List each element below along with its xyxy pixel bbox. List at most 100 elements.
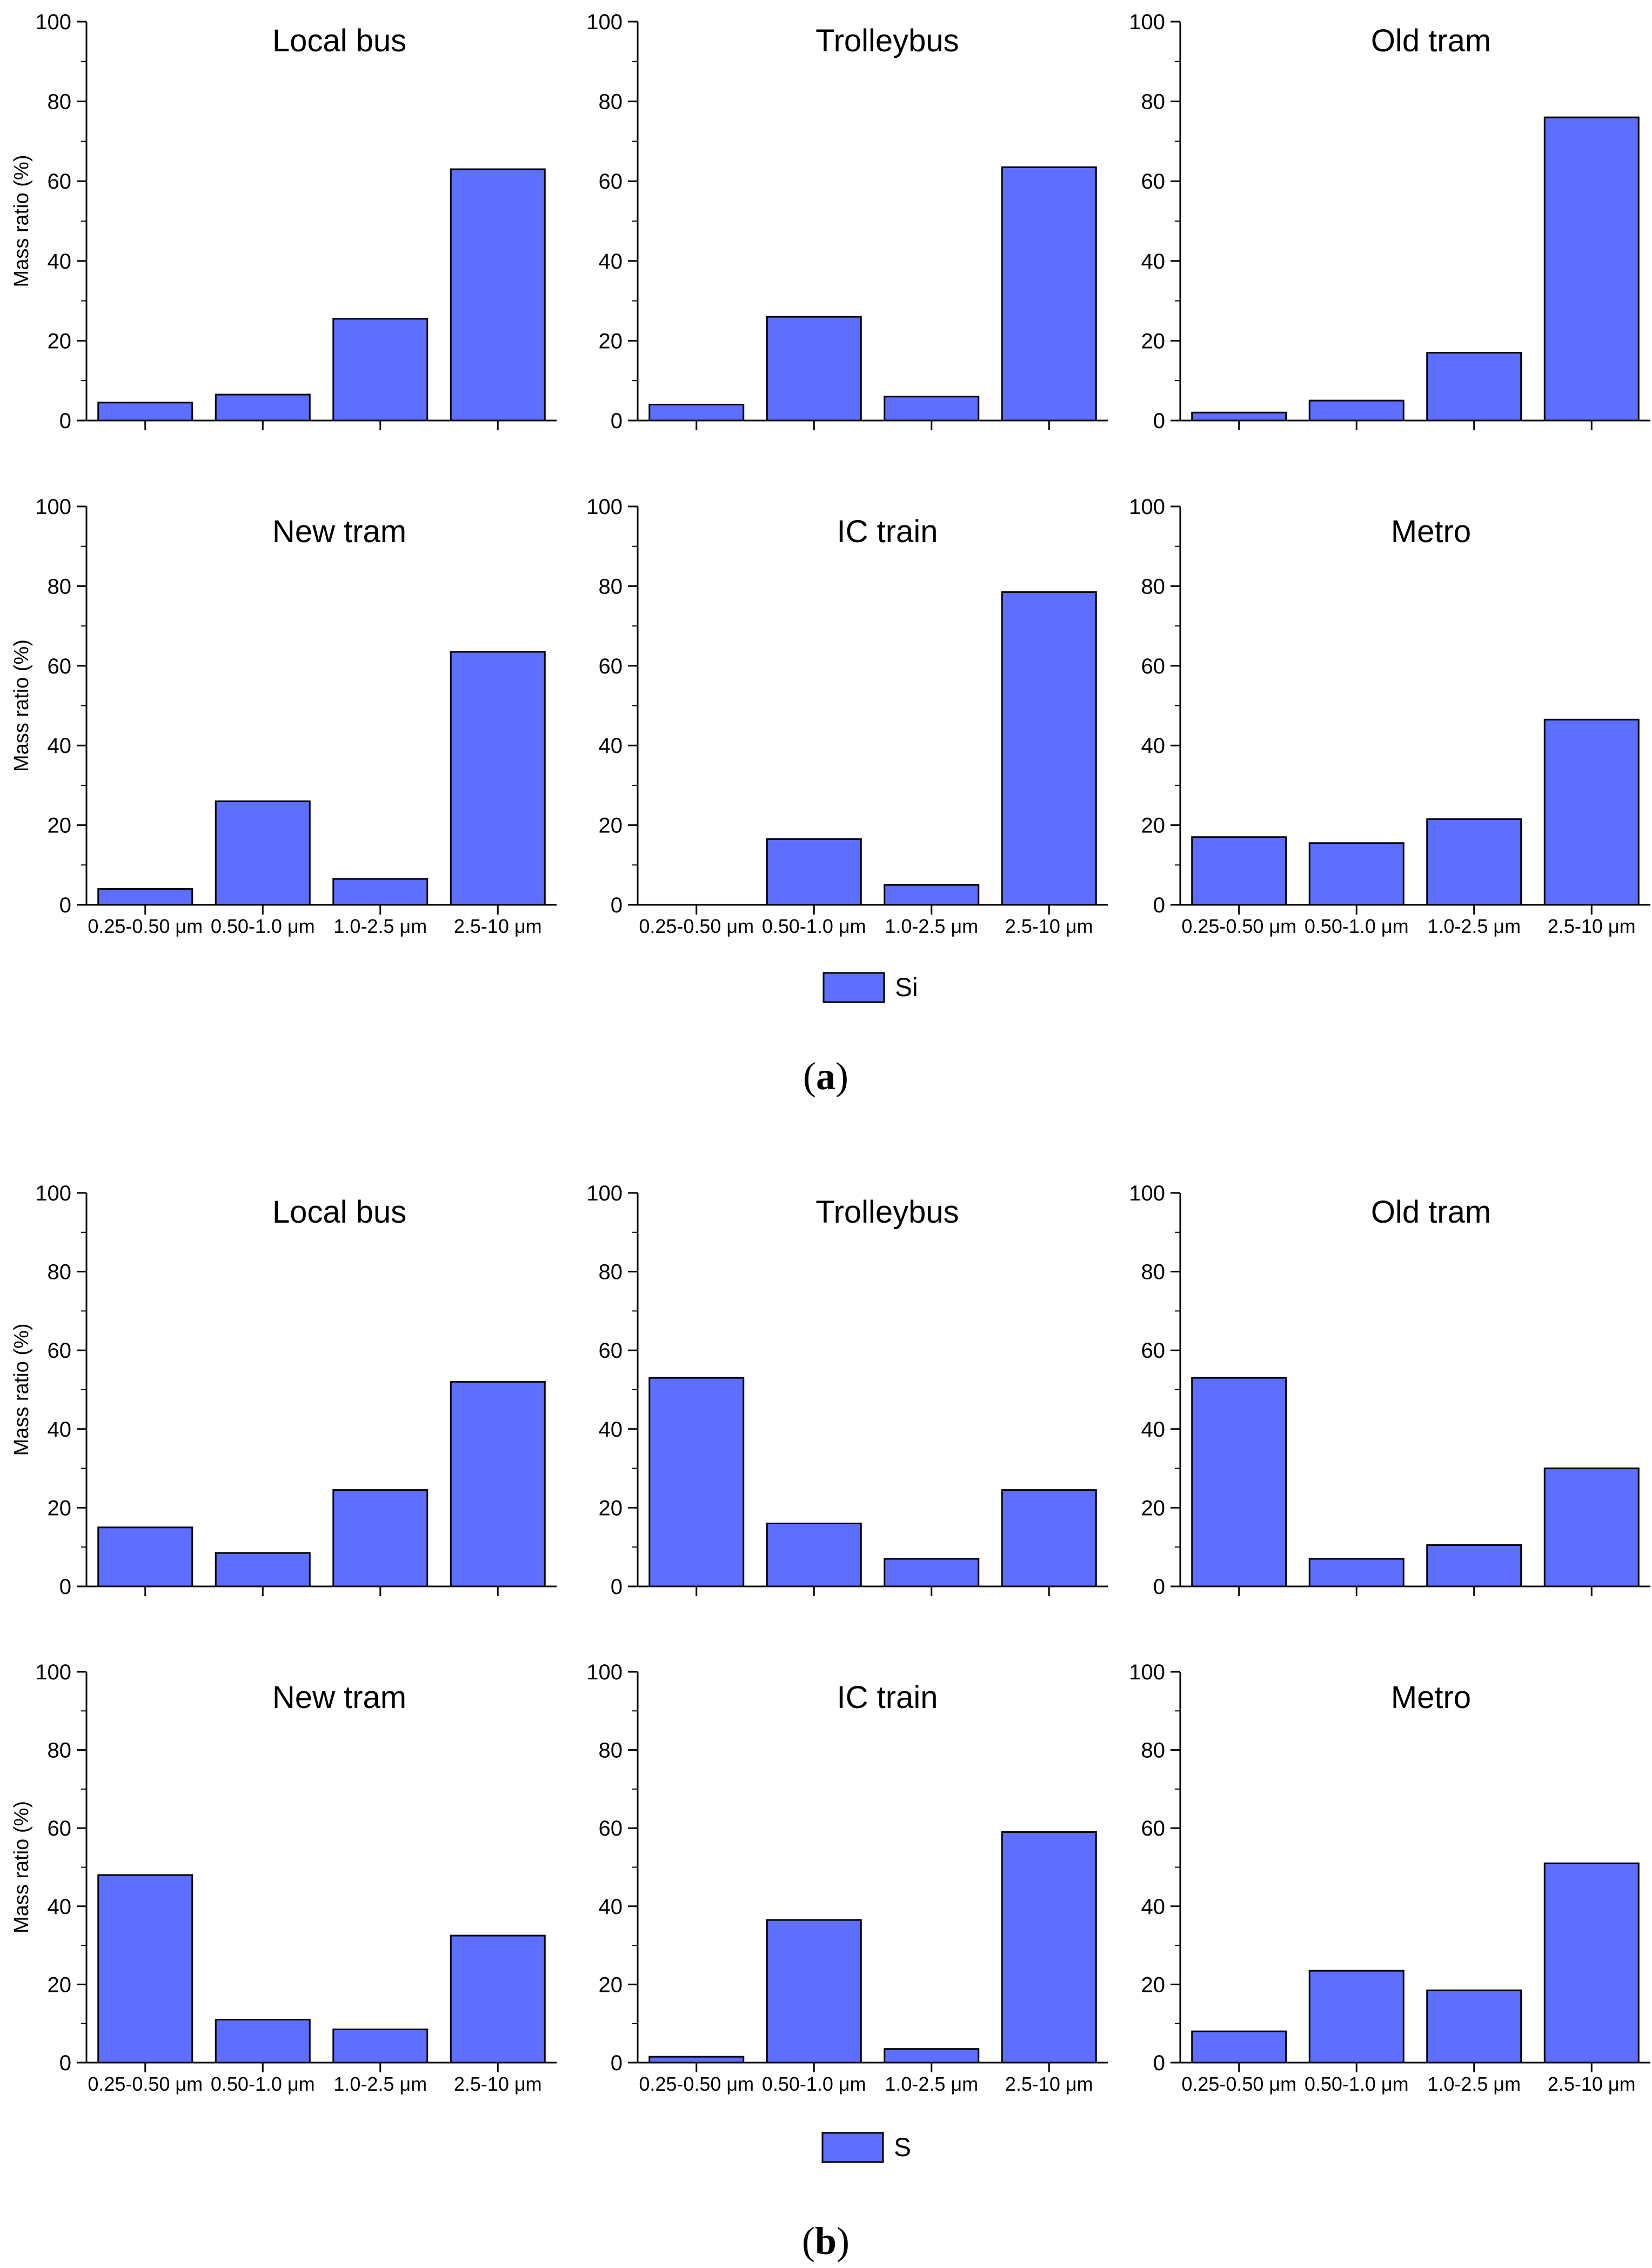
- x-tick-label: 0.25-0.50 μm: [1181, 915, 1296, 937]
- bar: [450, 1935, 546, 2064]
- y-tick-label: 60: [1141, 170, 1166, 194]
- x-tick-label: 2.5-10 μm: [1548, 2073, 1636, 2095]
- y-tick-label: 0: [1153, 1575, 1165, 1599]
- y-tick-label: 100: [586, 1660, 623, 1684]
- y-tick-label: 100: [35, 1660, 71, 1684]
- y-tick-label: 80: [599, 1260, 623, 1284]
- x-tick-label: 1.0-2.5 μm: [885, 915, 978, 937]
- bar: [766, 1523, 862, 1587]
- bar: [648, 403, 745, 422]
- subplot-b-1: Trolleybus 0 20 40 60 80 100: [586, 1182, 1108, 1599]
- x-tick-label: 2.5-10 μm: [454, 2073, 542, 2095]
- bar: [884, 396, 980, 422]
- x-tick-label: 1.0-2.5 μm: [1427, 915, 1521, 937]
- y-tick-label: 40: [1141, 734, 1166, 758]
- y-axis-title: Mass ratio (%): [10, 1801, 33, 1933]
- y-tick-label: 40: [48, 1418, 72, 1442]
- bar: [1001, 166, 1097, 422]
- legend-b: S: [821, 2132, 911, 2163]
- bar: [884, 884, 980, 906]
- bar: [884, 2048, 980, 2064]
- y-tick-label: 80: [48, 90, 72, 114]
- x-tick-label: 0.50-1.0 μm: [762, 915, 866, 937]
- bar: [1308, 399, 1404, 422]
- y-tick-label: 20: [599, 1973, 623, 1997]
- y-tick-label: 60: [599, 655, 623, 678]
- y-tick-label: 100: [586, 495, 623, 519]
- y-tick-label: 60: [599, 1817, 623, 1840]
- y-tick-label: 0: [1153, 409, 1165, 433]
- bar: [215, 800, 311, 906]
- legend-a-label: Si: [895, 973, 918, 1002]
- y-tick-label: 40: [48, 1895, 72, 1919]
- subplot-title: Old tram: [1371, 1195, 1491, 1230]
- y-tick-label: 20: [48, 1973, 72, 1997]
- bar: [766, 838, 862, 906]
- subplot-b-5: Metro 0 20 40 60 80 100 0.25-0.50 μm 0.50-1.0 μm…: [1129, 1660, 1650, 2095]
- y-tick-label: 80: [48, 1739, 72, 1763]
- y-tick-label: 0: [611, 893, 623, 917]
- bar: [450, 651, 546, 906]
- subplot-b-3: New tram 0 20 40 60 80 100 Mass ratio (%) 0.25-0…: [10, 1660, 557, 2095]
- bar: [1308, 1558, 1404, 1587]
- bar: [884, 1558, 980, 1587]
- y-tick-label: 20: [48, 329, 72, 353]
- subplot-title: Metro: [1391, 1680, 1471, 1715]
- y-tick-label: 100: [35, 495, 71, 519]
- y-tick-label: 40: [1141, 1418, 1166, 1442]
- y-tick-label: 20: [1141, 1973, 1166, 1997]
- bar: [215, 2018, 311, 2064]
- legend-a-swatch: [822, 972, 885, 1003]
- y-tick-label: 60: [599, 170, 623, 194]
- y-tick-label: 100: [1129, 1182, 1165, 1205]
- y-axis-title: Mass ratio (%): [10, 639, 33, 772]
- bar: [1191, 1377, 1287, 1587]
- subplot-a-0: Local bus 0 20 40 60 80 100 Mass ratio (%): [10, 10, 557, 433]
- subplot-title: Trolleybus: [815, 23, 959, 58]
- y-tick-label: 20: [48, 814, 72, 838]
- bar: [1308, 842, 1404, 906]
- y-tick-label: 60: [1141, 1339, 1166, 1363]
- bar: [1543, 116, 1640, 422]
- bar: [648, 2056, 745, 2064]
- x-tick-label: 0.25-0.50 μm: [1181, 2073, 1296, 2095]
- x-tick-label: 2.5-10 μm: [1005, 2073, 1093, 2095]
- bar: [97, 1526, 193, 1587]
- bar: [450, 1380, 546, 1587]
- x-tick-label: 1.0-2.5 μm: [333, 915, 427, 937]
- x-tick-label: 2.5-10 μm: [1548, 915, 1636, 937]
- y-tick-label: 60: [48, 1817, 72, 1840]
- x-tick-label: 1.0-2.5 μm: [885, 2073, 978, 2095]
- y-tick-label: 100: [1129, 495, 1165, 519]
- bar: [97, 888, 193, 906]
- y-tick-label: 80: [1141, 1739, 1166, 1763]
- y-tick-label: 80: [48, 575, 72, 598]
- bar: [332, 318, 429, 422]
- bar: [215, 1552, 311, 1587]
- bar: [1426, 352, 1522, 422]
- bar: [766, 316, 862, 422]
- panel-label-a: (a): [803, 1055, 848, 1098]
- bar: [97, 402, 193, 422]
- bar: [648, 1377, 745, 1587]
- subplot-title: IC train: [837, 514, 938, 549]
- y-tick-label: 80: [599, 90, 623, 114]
- y-tick-label: 60: [48, 1339, 72, 1363]
- y-tick-label: 20: [1141, 329, 1166, 353]
- y-tick-label: 80: [48, 1260, 72, 1284]
- y-tick-label: 100: [1129, 10, 1165, 34]
- subplot-a-1: Trolleybus 0 20 40 60 80 100: [586, 10, 1108, 433]
- x-tick-label: 0.25-0.50 μm: [639, 915, 754, 937]
- subplot-a-3: New tram 0 20 40 60 80 100 Mass ratio (%) 0.25-0…: [10, 495, 557, 937]
- y-tick-label: 60: [599, 1339, 623, 1363]
- x-tick-label: 2.5-10 μm: [1005, 915, 1093, 937]
- subplot-title: Old tram: [1371, 23, 1491, 58]
- bar: [1001, 1831, 1097, 2064]
- subplot-title: Trolleybus: [815, 1195, 959, 1230]
- y-tick-label: 100: [35, 1182, 71, 1205]
- subplot-b-2: Old tram 0 20 40 60 80 100: [1129, 1182, 1650, 1599]
- y-tick-label: 40: [48, 734, 72, 758]
- y-tick-label: 100: [586, 10, 623, 34]
- y-tick-label: 0: [611, 2051, 623, 2075]
